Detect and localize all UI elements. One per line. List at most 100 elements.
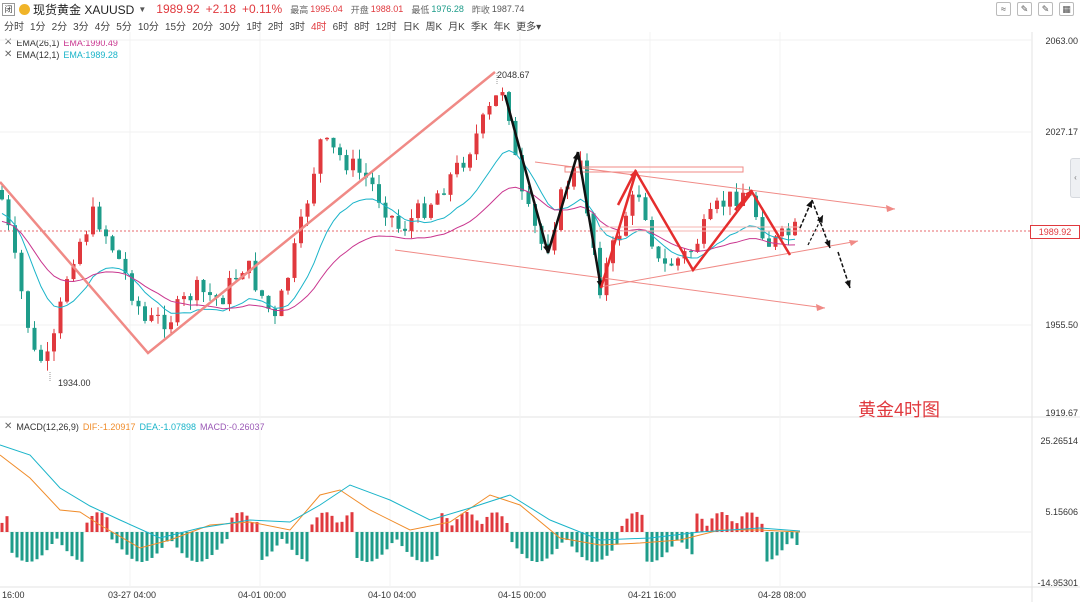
macd-bar xyxy=(535,532,539,562)
macd-bar xyxy=(85,522,89,532)
macd-bar xyxy=(495,512,499,532)
macd-bar xyxy=(430,532,434,560)
macd-bar xyxy=(260,532,264,560)
period-tab[interactable]: 8时 xyxy=(354,22,370,33)
macd-bar xyxy=(315,517,319,532)
candle-body xyxy=(331,137,336,148)
macd-bar xyxy=(110,532,114,540)
ema12-legend: ✕ EMA(12,1) EMA:1989.28 xyxy=(4,49,118,60)
candle-body xyxy=(130,273,134,301)
period-tab[interactable]: 2分 xyxy=(51,22,68,33)
candle-body xyxy=(26,291,30,328)
macd-bar xyxy=(365,532,369,562)
period-tab[interactable]: 10分 xyxy=(137,22,159,33)
period-tab[interactable]: 日K xyxy=(402,22,420,33)
macd-bar xyxy=(265,532,269,557)
macd-bar xyxy=(485,516,489,532)
period-tab[interactable]: 年K xyxy=(493,22,511,33)
macd-bar xyxy=(180,532,184,554)
macd-bar xyxy=(250,522,254,532)
layout-icon[interactable]: ▦ xyxy=(1059,2,1074,16)
close-icon[interactable]: 闭 xyxy=(2,2,15,16)
period-tab[interactable]: 2时 xyxy=(267,22,284,33)
period-tab[interactable]: 15分 xyxy=(164,22,187,33)
symbol-name[interactable]: 现货黄金 XAUUSD xyxy=(33,2,135,17)
price-change: +2.18 xyxy=(205,2,237,16)
period-tab[interactable]: 季K xyxy=(470,22,488,33)
macd-bar xyxy=(290,532,294,550)
period-tab[interactable]: 1时 xyxy=(246,22,262,33)
period-tab[interactable]: 30分 xyxy=(219,22,241,33)
macd-bar xyxy=(605,532,609,556)
candle-body xyxy=(422,203,427,218)
chevron-down-icon[interactable]: ▼ xyxy=(138,4,147,14)
candle-body xyxy=(253,260,258,291)
macd-bar xyxy=(320,512,324,532)
close-icon[interactable]: ✕ xyxy=(4,49,13,60)
candle-body xyxy=(468,154,472,168)
edit-icon[interactable]: ✎ xyxy=(1038,2,1053,16)
macd-bar xyxy=(620,525,624,532)
indicator-icon[interactable]: ≈ xyxy=(996,2,1011,16)
candle-body xyxy=(396,215,401,229)
macd-bar xyxy=(660,532,664,558)
draw-icon[interactable]: ✎ xyxy=(1017,2,1032,16)
macd-bar xyxy=(685,532,689,549)
period-tab[interactable]: 月K xyxy=(448,22,465,33)
candle-body xyxy=(377,184,381,203)
macd-bar xyxy=(560,532,564,543)
macd-bar xyxy=(655,532,659,561)
price-change-pct: +0.11% xyxy=(242,2,283,16)
candle-body xyxy=(409,218,414,231)
candle-body xyxy=(786,228,791,236)
arrow-head xyxy=(824,240,831,248)
period-tab[interactable]: 12时 xyxy=(375,22,397,33)
period-tab[interactable]: 1分 xyxy=(30,22,46,33)
candle-body xyxy=(442,193,446,195)
candle-body xyxy=(71,263,76,280)
candle-body xyxy=(520,155,524,192)
period-tab[interactable]: 周K xyxy=(425,22,443,33)
price-axis-label: 1919.67 xyxy=(1045,408,1078,418)
macd-bar xyxy=(230,517,234,532)
period-tab[interactable]: 分时 xyxy=(4,22,24,33)
macd-bar xyxy=(665,532,669,553)
macd-bar xyxy=(505,523,509,532)
candle-body xyxy=(487,105,492,115)
period-tab[interactable]: 20分 xyxy=(192,22,214,33)
candle-body xyxy=(526,191,531,205)
macd-bar xyxy=(20,532,24,561)
period-tab[interactable]: 3分 xyxy=(73,22,89,33)
macd-bar xyxy=(530,532,534,562)
time-axis-label: 16:00 xyxy=(2,590,25,600)
arrow-head xyxy=(629,170,636,178)
close-icon[interactable]: ✕ xyxy=(4,37,13,48)
macd-bar xyxy=(285,532,289,544)
macd-bar xyxy=(520,532,524,554)
macd-bar xyxy=(125,532,129,555)
period-tab[interactable]: 5分 xyxy=(116,22,132,33)
wave-line xyxy=(576,151,603,289)
candle-body xyxy=(552,229,557,251)
macd-bar xyxy=(45,532,49,551)
macd-bar xyxy=(540,532,544,562)
period-tab[interactable]: 4时 xyxy=(311,22,327,33)
macd-bar xyxy=(460,513,464,532)
period-tab[interactable]: 更多▾ xyxy=(516,22,542,33)
candle-body xyxy=(721,200,726,207)
candle-body xyxy=(84,234,89,242)
period-tab[interactable]: 3时 xyxy=(289,22,305,33)
period-tab[interactable]: 6时 xyxy=(332,22,349,33)
candle-body xyxy=(754,195,758,218)
macd-bar xyxy=(780,532,784,551)
price-axis-label: 2063.00 xyxy=(1045,36,1078,46)
wave-line xyxy=(546,151,580,254)
macd-bar xyxy=(295,532,299,556)
candle-body xyxy=(149,315,154,321)
chevron-left-icon[interactable]: ‹ xyxy=(1070,158,1080,198)
period-tab[interactable]: 4分 xyxy=(94,22,111,33)
prev-close-label: 昨收 xyxy=(471,4,490,15)
close-icon[interactable]: ✕ xyxy=(4,421,13,432)
macd-bar xyxy=(0,522,4,532)
